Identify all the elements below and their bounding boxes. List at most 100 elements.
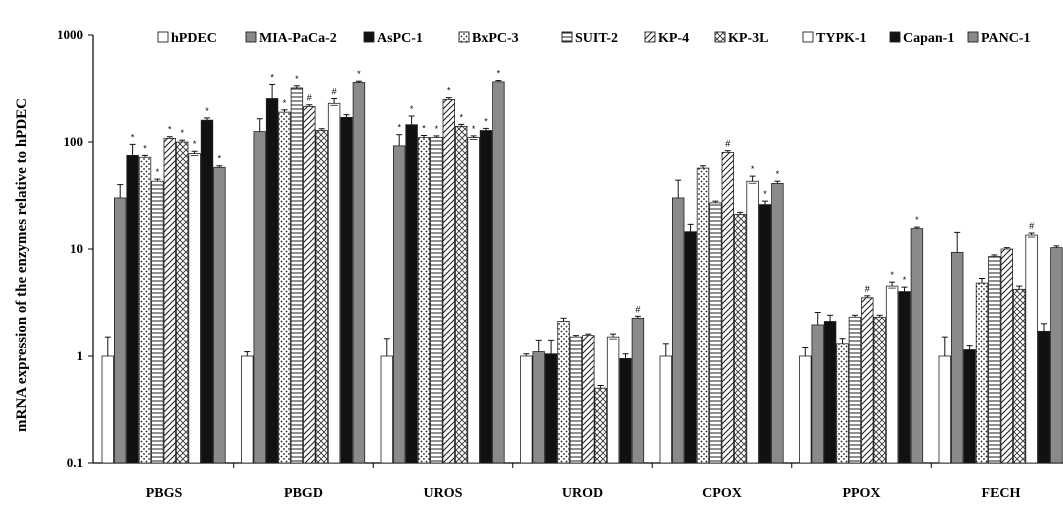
bar-bxpc-3-pbgs [138,156,152,464]
legend-label: SUIT-2 [575,31,618,46]
significance-mark: # [865,284,870,294]
significance-mark: * [295,74,299,84]
bar-mia-paca-2-uros [392,145,406,464]
legend-label: TYPK-1 [816,31,867,46]
legend-swatch [644,31,656,43]
legend-label: AsPC-1 [377,31,423,46]
legend-swatch [889,31,901,43]
bar-kp-4-pbgs [163,138,177,464]
category-label: UROS [424,486,463,501]
significance-mark: # [1029,221,1034,231]
legend-swatch [363,31,375,43]
significance-mark: * [422,124,426,134]
y-tick-label: 100 [64,134,84,149]
bar-kp-4-pbgd [303,106,316,464]
significance-mark: * [776,169,780,179]
bar-suit-2-urod [569,336,583,464]
significance-mark: # [307,93,312,103]
bar-capan-1-cpox [758,204,772,464]
significance-mark: # [332,87,337,97]
bar-mia-paca-2-ppox [811,324,824,464]
significance-mark: * [397,123,401,133]
bar-hpdec-fech [938,355,952,464]
legend-swatch [157,31,169,43]
bar-mia-paca-2-cpox [672,197,685,464]
bar-kp-3l-urod [594,387,607,464]
bar-bxpc-3-urod [557,321,570,464]
significance-mark: * [131,132,135,142]
bar-bxpc-3-cpox [696,167,710,464]
bar-hpdec-urod [520,355,533,464]
bar-typk-1-uros [467,137,480,464]
legend-swatch [967,31,979,43]
bar-capan-1-ppox [898,291,911,464]
bar-kp-3l-uros [454,125,468,464]
bar-mia-paca-2-urod [532,351,545,464]
bar-aspc-1-pbgd [265,98,279,464]
legend-label: MIA-PaCa-2 [259,31,337,46]
category-label: UROD [562,486,603,501]
bars-group: * * * * * * * * * * * # # * * * * * * * * * * # # * * * # * * * # [101,69,1063,464]
significance-mark: * [497,69,501,79]
bar-panc-1-pbgd [352,82,366,464]
legend-label: hPDEC [171,31,217,46]
significance-mark: * [180,128,184,138]
bar-suit-2-pbgd [290,87,304,464]
bar-hpdec-ppox [799,355,812,464]
bar-kp-3l-cpox [734,214,747,464]
legend-swatch [802,31,814,43]
bar-kp-4-ppox [861,297,874,464]
bar-bxpc-3-fech [975,282,989,464]
legend-label: KP-3L [728,31,768,46]
bar-aspc-1-urod [544,353,558,464]
bar-kp-4-uros [442,99,456,464]
significance-mark: * [283,98,287,108]
bar-kp-4-fech [1000,248,1014,464]
significance-mark: * [447,86,451,96]
bar-suit-2-pbgs [151,180,164,464]
y-axis-label: mRNA expression of the enzymes relative … [14,98,30,432]
bar-typk-1-fech [1025,234,1038,464]
bar-panc-1-cpox [771,183,784,464]
legend-label: Capan-1 [903,31,954,46]
bar-kp-3l-pbgd [315,130,328,464]
legend-swatch [561,31,573,43]
legend-label: BxPC-3 [472,31,519,46]
y-tick-label: 10 [70,241,83,256]
bar-bxpc-3-uros [417,137,431,464]
bar-kp-4-urod [582,335,595,464]
bar-kp-3l-fech [1013,288,1026,464]
bar-aspc-1-ppox [823,321,837,464]
bar-kp-3l-pbgs [175,141,189,464]
bar-typk-1-pbgs [188,153,201,464]
bar-mia-paca-2-pbgd [253,131,266,464]
legend-label: PANC-1 [981,31,1031,46]
bar-suit-2-uros [430,137,443,464]
category-label: FECH [982,486,1021,501]
bar-suit-2-cpox [709,202,722,464]
bar-bxpc-3-ppox [836,343,849,464]
bar-typk-1-cpox [746,180,759,464]
category-label: CPOX [702,486,742,501]
legend-swatch [458,31,470,43]
significance-mark: # [635,304,640,314]
significance-mark: * [143,143,147,153]
bar-suit-2-fech [988,256,1001,464]
significance-mark: * [484,116,488,126]
category-label: PPOX [842,486,880,501]
significance-mark: * [168,125,172,135]
bar-hpdec-pbgd [241,355,254,464]
bar-kp-3l-ppox [873,316,886,464]
significance-mark: * [459,112,463,122]
category-labels: PBGS PBGD UROS UROD CPOX PPOX FECH [146,463,1021,501]
significance-mark: * [193,139,197,149]
significance-mark: * [915,215,919,225]
bar-hpdec-pbgs [101,355,115,464]
bar-mia-paca-2-pbgs [114,197,127,464]
bar-capan-1-uros [479,130,493,464]
bar-aspc-1-uros [405,124,418,464]
bar-panc-1-urod [631,317,645,464]
bar-typk-1-ppox [885,285,899,464]
category-label: PBGD [284,486,323,501]
